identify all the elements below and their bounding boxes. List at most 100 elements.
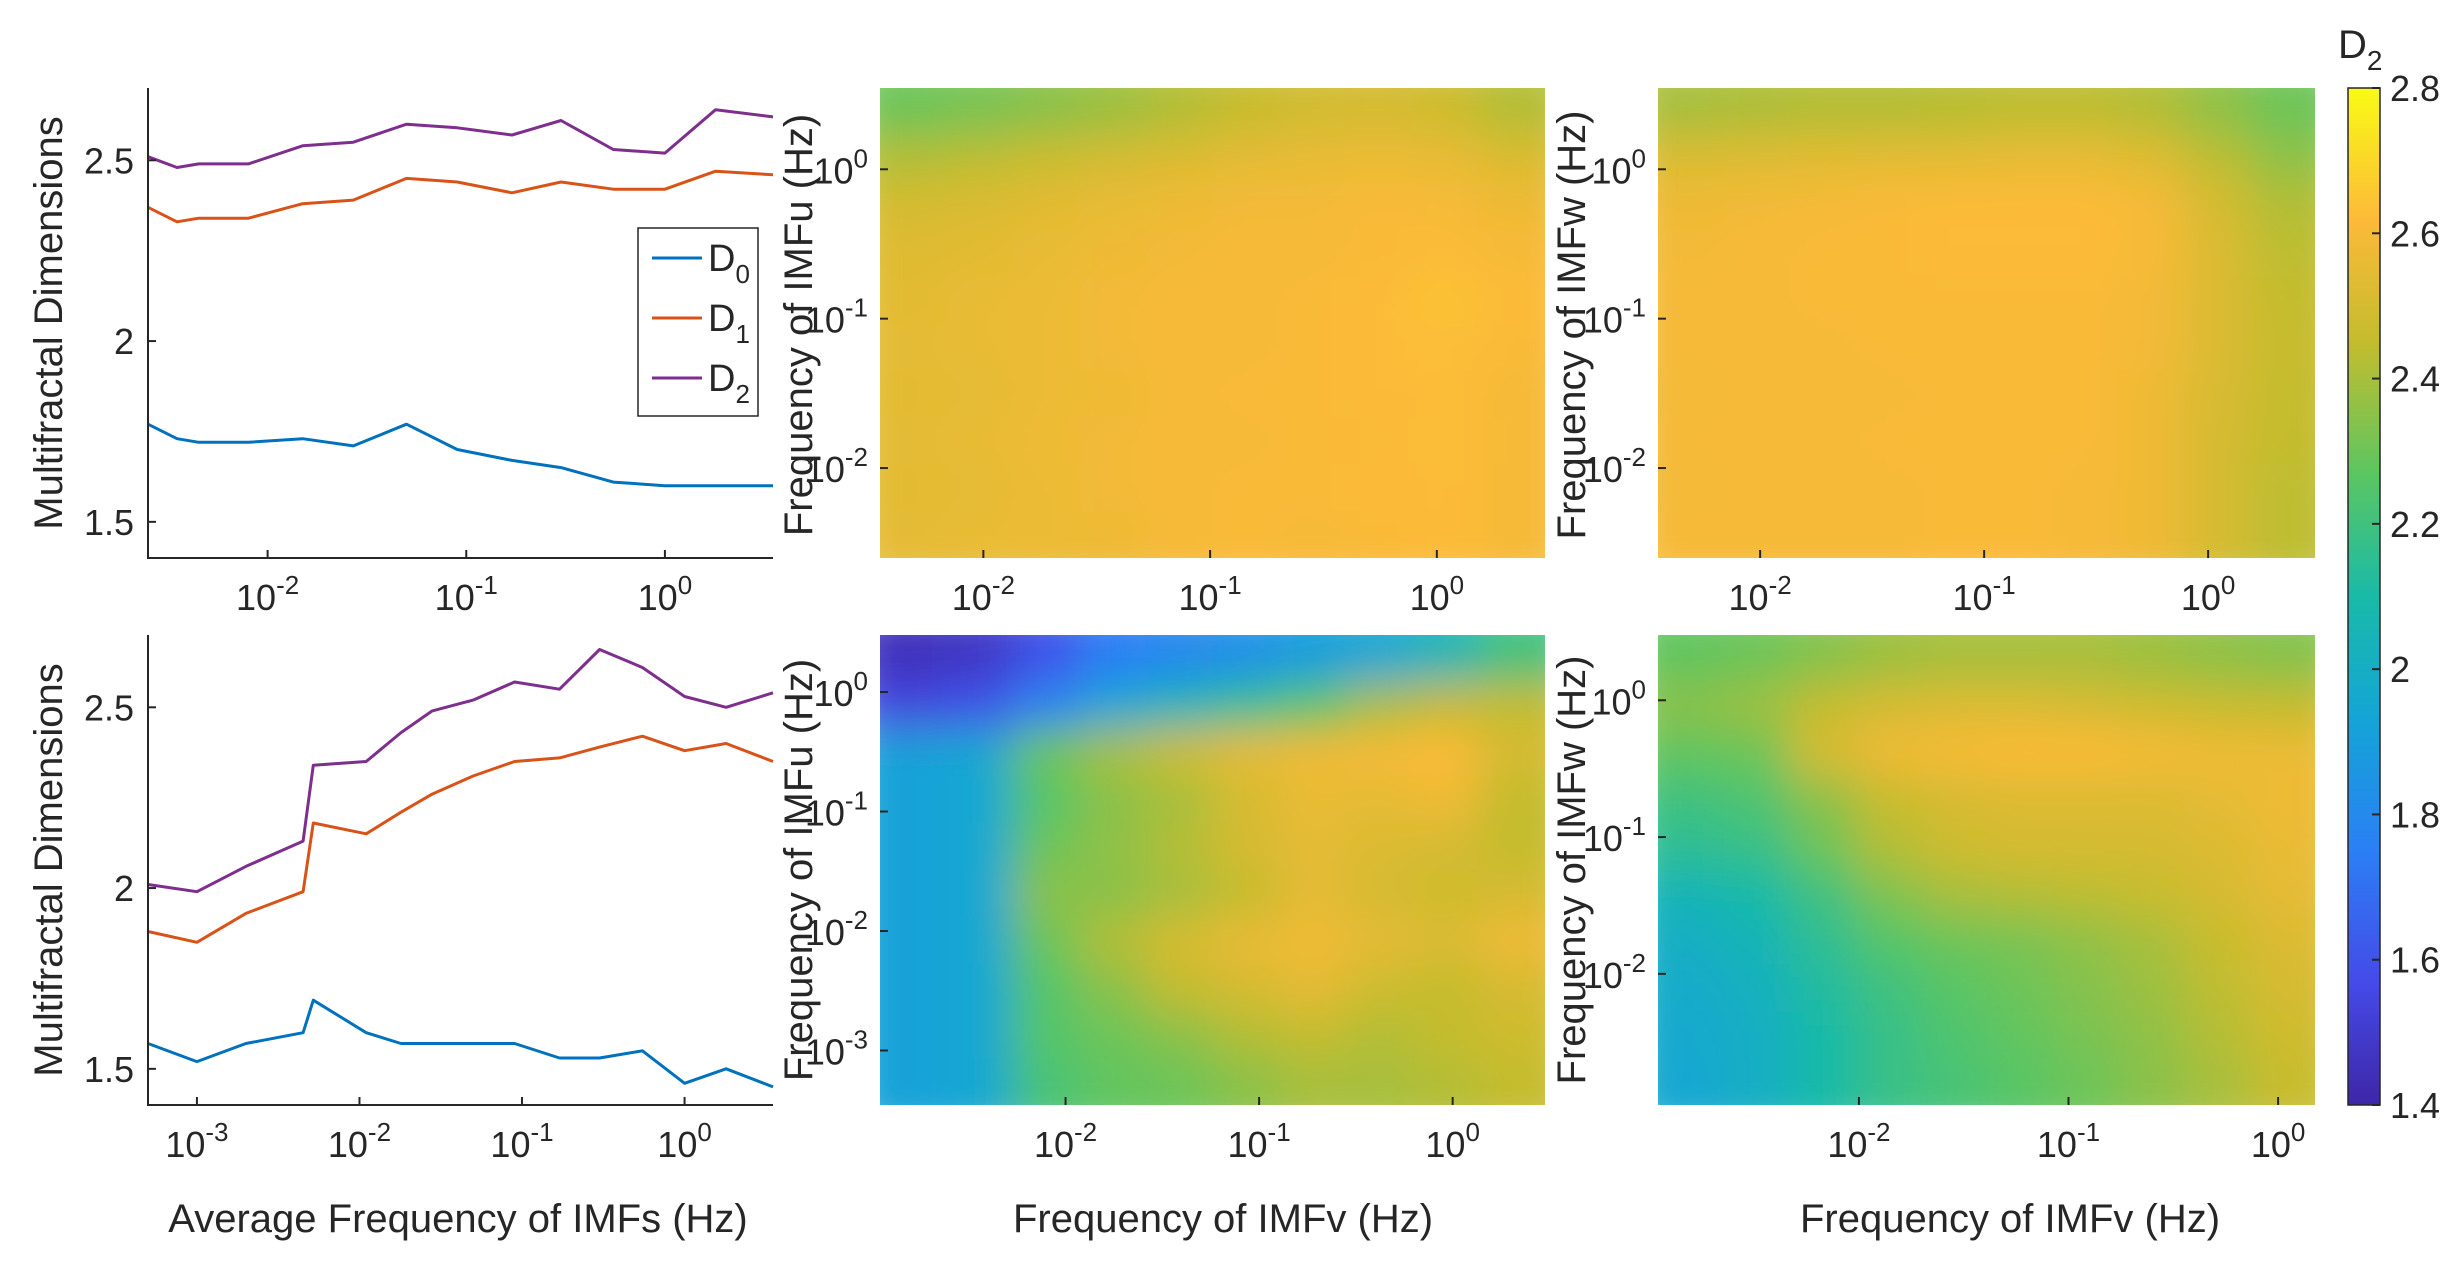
heatmap-cell bbox=[1279, 964, 1347, 1012]
heatmap-cell bbox=[880, 417, 948, 465]
heatmap-cell bbox=[1013, 323, 1081, 371]
heatmap-cell bbox=[946, 135, 1014, 183]
heatmap-cell bbox=[1723, 729, 1791, 777]
heatmap-cell bbox=[1212, 1011, 1280, 1059]
heatmap-cell bbox=[2052, 870, 2119, 918]
heatmap-cell bbox=[1855, 370, 1922, 418]
heatmap-cell bbox=[1212, 276, 1280, 324]
x-tick-label-0: 10-2 bbox=[236, 570, 299, 618]
heatmap-cell bbox=[1013, 1058, 1081, 1105]
heatmap-cell bbox=[2052, 823, 2119, 871]
heatmap-cell bbox=[1412, 917, 1480, 965]
y-axis-label: Multifractal Dimensions bbox=[27, 116, 71, 529]
heatmap-cell bbox=[946, 682, 1014, 730]
series-line-d2 bbox=[147, 108, 774, 169]
y-axis-label: Frequency of IMFw (Hz) bbox=[1550, 656, 1594, 1085]
heatmap-cell bbox=[1855, 135, 1922, 183]
heatmap-cell bbox=[1855, 182, 1922, 230]
heatmap-cell bbox=[1478, 776, 1545, 824]
x-tick-label-0: 10-2 bbox=[1034, 1117, 1097, 1165]
heatmap-cell bbox=[1212, 511, 1280, 558]
heatmap-cell bbox=[1478, 323, 1545, 371]
heatmap-cell bbox=[1986, 417, 2054, 465]
heatmap-cell bbox=[1079, 464, 1147, 512]
heatmap-cell bbox=[1013, 464, 1081, 512]
heatmap-cell bbox=[1013, 729, 1081, 777]
y-tick-label-0: 1.5 bbox=[84, 502, 134, 543]
heatmap-cell bbox=[1146, 370, 1214, 418]
heatmap-cell bbox=[1279, 917, 1347, 965]
heatmap-clip bbox=[1658, 635, 2315, 1105]
heatmap-cell bbox=[2117, 964, 2185, 1012]
heatmap-cell bbox=[1412, 682, 1480, 730]
heatmap-cell bbox=[1013, 276, 1081, 324]
heatmap-cell bbox=[1412, 229, 1480, 277]
heatmap-cell bbox=[1723, 370, 1791, 418]
heatmap-cell bbox=[2183, 729, 2251, 777]
heatmap-cell bbox=[1279, 729, 1347, 777]
heatmap-cell bbox=[946, 229, 1014, 277]
heatmap-cell bbox=[1920, 635, 1988, 683]
heatmap-cell bbox=[1920, 182, 1988, 230]
heatmap-cell bbox=[1345, 682, 1413, 730]
heatmap-cell bbox=[1146, 464, 1214, 512]
heatmap-cell bbox=[1079, 229, 1147, 277]
heatmap-cell bbox=[1789, 464, 1857, 512]
heatmap-cell bbox=[2052, 464, 2119, 512]
heatmap-cell bbox=[2249, 729, 2315, 777]
heatmap-cell bbox=[1920, 870, 1988, 918]
heatmap-cell bbox=[1658, 135, 1725, 183]
heatmap-cell bbox=[1789, 964, 1857, 1012]
heatmap-cell bbox=[1013, 917, 1081, 965]
heatmap-cell bbox=[1212, 323, 1280, 371]
legend-label-d2: D2 bbox=[708, 358, 750, 409]
heatmap-cell bbox=[1079, 870, 1147, 918]
heatmap-cell bbox=[2117, 323, 2185, 371]
x-tick-label-1: 10-1 bbox=[1228, 1117, 1291, 1165]
heatmap-cell bbox=[2249, 1011, 2315, 1059]
heatmap-cell bbox=[1658, 682, 1725, 730]
heatmap-cell bbox=[1789, 682, 1857, 730]
heatmap-cell bbox=[1789, 776, 1857, 824]
y-tick-label-2: 2.5 bbox=[84, 687, 134, 728]
heatmap-cell bbox=[1279, 323, 1347, 371]
heatmap-cell bbox=[1986, 323, 2054, 371]
heatmap-cell bbox=[1478, 464, 1545, 512]
heatmap-cell bbox=[2117, 870, 2185, 918]
heatmap-cell bbox=[1279, 511, 1347, 558]
heatmap-cell bbox=[1789, 182, 1857, 230]
heatmap-cell bbox=[1412, 1011, 1480, 1059]
heatmap-cell bbox=[1723, 917, 1791, 965]
heatmap-cell bbox=[1723, 823, 1791, 871]
x-tick-label-1: 10-1 bbox=[435, 570, 498, 618]
x-ticks: 10-2 10-1 100 bbox=[952, 550, 1464, 618]
heatmap-cell bbox=[1478, 229, 1545, 277]
heatmap-cell bbox=[1279, 635, 1347, 683]
heatmap-cell bbox=[1986, 1011, 2054, 1059]
heatmap-cell bbox=[1920, 917, 1988, 965]
heatmap-cell bbox=[1478, 870, 1545, 918]
y-tick-label-2: 10-1 bbox=[805, 786, 868, 834]
heatmap-cell bbox=[1855, 464, 1922, 512]
heatmap-cell bbox=[880, 88, 948, 136]
heatmap-cell bbox=[1146, 276, 1214, 324]
y-tick-label-0: 10-3 bbox=[805, 1025, 868, 1073]
panel-heatmap-bottom-middle: 10-3 10-2 10-1 100 10-2 10-1 100 Frequency of… bbox=[777, 635, 1545, 1241]
heatmap-cell bbox=[1920, 823, 1988, 871]
y-tick-label-1: 10-1 bbox=[1583, 293, 1646, 341]
heatmap-cell bbox=[2117, 1011, 2185, 1059]
heatmap-cell bbox=[1986, 135, 2054, 183]
heatmap-cell bbox=[2117, 511, 2185, 558]
heatmap-cell bbox=[1478, 135, 1545, 183]
heatmap-cell bbox=[1723, 464, 1791, 512]
heatmap-cell bbox=[1079, 417, 1147, 465]
heatmap-cell bbox=[1412, 511, 1480, 558]
legend: D0 D1 D2 bbox=[637, 227, 759, 417]
heatmap-cell bbox=[1212, 1058, 1280, 1105]
heatmap-cell bbox=[880, 323, 948, 371]
heatmap-cell bbox=[1920, 135, 1988, 183]
heatmap-cell bbox=[1212, 88, 1280, 136]
heatmap-cell bbox=[1079, 370, 1147, 418]
heatmap-cell bbox=[1723, 182, 1791, 230]
heatmap-cell bbox=[946, 276, 1014, 324]
